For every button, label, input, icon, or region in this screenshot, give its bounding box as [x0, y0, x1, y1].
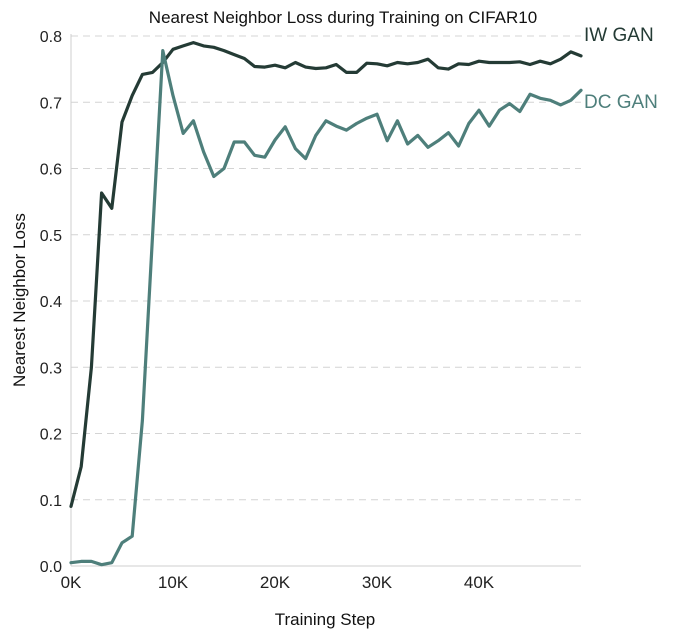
y-tick-label: 0.1	[40, 493, 62, 510]
y-tick-label: 0.0	[40, 559, 62, 576]
x-tick-label: 20K	[260, 573, 291, 592]
y-tick-label: 0.2	[40, 427, 62, 444]
series-label-dc-gan: DC GAN	[584, 92, 658, 113]
series-line-dc-gan	[69, 48, 583, 567]
y-tick-label: 0.7	[40, 95, 62, 112]
y-tick-label: 0.6	[40, 162, 62, 179]
series-line-iw-gan	[69, 40, 583, 508]
x-tick-label: 0K	[61, 573, 82, 592]
y-tick-label: 0.3	[40, 360, 62, 377]
chart-title: Nearest Neighbor Loss during Training on…	[148, 8, 538, 27]
x-tick-label: 10K	[158, 573, 189, 592]
x-tick-label: 40K	[464, 573, 495, 592]
x-tick-label: 30K	[362, 573, 393, 592]
y-tick-label: 0.5	[40, 228, 62, 245]
x-axis-label: Training Step	[274, 610, 376, 629]
y-tick-label: 0.8	[40, 29, 62, 46]
y-tick-label: 0.4	[40, 294, 62, 311]
series-label-iw-gan: IW GAN	[584, 25, 654, 46]
